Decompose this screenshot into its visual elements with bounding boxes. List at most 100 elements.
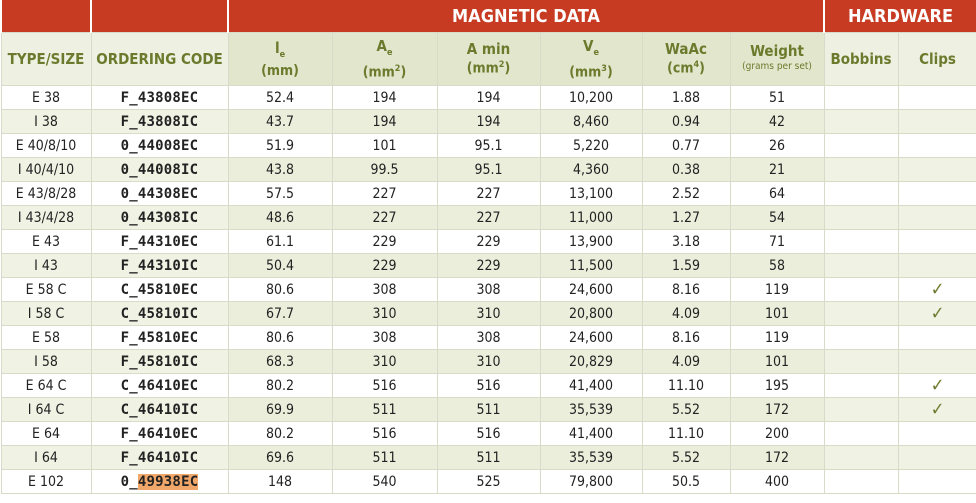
cell-ae: 227	[331, 205, 438, 230]
cell-weight: 172	[729, 397, 825, 422]
table-row: E 64 C C_46410EC 80.2 516 516 41,400 11.10 195 ✓	[0, 373, 976, 398]
cell-waac: 5.52	[641, 445, 731, 470]
table-row: I 58 F_45810IC 68.3 310 310 20,829 4.09 101	[0, 349, 976, 374]
cell-clips	[897, 85, 976, 110]
table-row: I 58 C C_45810IC 67.7 310 310 20,800 4.09 101 ✓	[0, 301, 976, 326]
check-icon: ✓	[930, 374, 945, 396]
cell-le: 43.8	[227, 157, 333, 182]
cell-ae: 511	[331, 445, 438, 470]
cell-type-size: I 40/4/10	[0, 157, 92, 182]
cell-amin: 95.1	[436, 133, 541, 158]
cell-weight: 42	[729, 109, 825, 134]
col-header-ae: Ae (mm2)	[331, 32, 438, 86]
cell-ordering-code: 0_44008EC	[90, 133, 229, 158]
ve-unit: (mm3)	[541, 61, 641, 81]
cell-amin: 516	[436, 421, 541, 446]
table-row: E 102 0_49938EC 148 540 525 79,800 50.5 400	[0, 469, 976, 494]
table-row: I 38 F_43808IC 43.7 194 194 8,460 0.94 42	[0, 109, 976, 134]
cell-weight: 200	[729, 421, 825, 446]
cell-weight: 119	[729, 277, 825, 302]
ordering-code-highlight: 49938EC	[137, 473, 199, 490]
cell-type-size: E 38	[0, 85, 92, 110]
col-header-ordering-code: ORDERING CODE	[90, 32, 229, 86]
cell-bobbins	[823, 85, 899, 110]
cell-amin: 310	[436, 349, 541, 374]
table-row: E 58 C C_45810EC 80.6 308 308 24,600 8.16 119 ✓	[0, 277, 976, 302]
cell-waac: 1.27	[641, 205, 731, 230]
cell-le: 68.3	[227, 349, 333, 374]
weight-label: Weight	[750, 42, 804, 60]
cell-ve: 41,400	[539, 373, 643, 398]
waac-unit-post: )	[699, 60, 705, 77]
cell-clips	[897, 109, 976, 134]
cell-ve: 35,539	[539, 397, 643, 422]
cell-clips	[897, 469, 976, 494]
cell-le: 69.9	[227, 397, 333, 422]
cell-waac: 11.10	[641, 373, 731, 398]
band-blank-type	[0, 0, 92, 33]
cell-ordering-code: F_44310IC	[90, 253, 229, 278]
cell-clips	[897, 445, 976, 470]
col-header-waac: WaAc (cm4)	[641, 32, 731, 86]
cell-bobbins	[823, 469, 899, 494]
cell-amin: 227	[436, 181, 541, 206]
cell-ve: 13,900	[539, 229, 643, 254]
cell-ae: 308	[331, 277, 438, 302]
cell-weight: 64	[729, 181, 825, 206]
cell-clips	[897, 349, 976, 374]
ae-unit-post: )	[400, 64, 407, 81]
cell-weight: 101	[729, 301, 825, 326]
cell-type-size: E 43	[0, 229, 92, 254]
cell-type-size: I 58	[0, 349, 92, 374]
cell-type-size: E 58	[0, 325, 92, 350]
cell-weight: 172	[729, 445, 825, 470]
cell-weight: 26	[729, 133, 825, 158]
cell-amin: 310	[436, 301, 541, 326]
table-row: E 38 F_43808EC 52.4 194 194 10,200 1.88 51	[0, 85, 976, 110]
cell-ve: 20,800	[539, 301, 643, 326]
cell-clips	[897, 325, 976, 350]
weight-unit: (grams per set)	[742, 61, 812, 72]
cell-waac: 3.18	[641, 229, 731, 254]
cell-ve: 5,220	[539, 133, 643, 158]
cell-waac: 8.16	[641, 277, 731, 302]
ordering-code-prefix: 0_	[120, 473, 138, 490]
cell-le: 80.6	[227, 325, 333, 350]
table-row: I 43 F_44310IC 50.4 229 229 11,500 1.59 58	[0, 253, 976, 278]
col-header-clips: Clips	[897, 32, 976, 86]
cell-clips	[897, 229, 976, 254]
cell-ve: 20,829	[539, 349, 643, 374]
cell-weight: 101	[729, 349, 825, 374]
cell-type-size: I 64 C	[0, 397, 92, 422]
cell-ve: 11,500	[539, 253, 643, 278]
cell-bobbins	[823, 277, 899, 302]
table-row: I 40/4/10 0_44008IC 43.8 99.5 95.1 4,360 0.38 2…	[0, 157, 976, 182]
cell-amin: 194	[436, 109, 541, 134]
cell-le: 52.4	[227, 85, 333, 110]
cell-waac: 2.52	[641, 181, 731, 206]
col-header-weight: Weight (grams per set)	[729, 32, 825, 86]
cell-ae: 516	[331, 421, 438, 446]
cell-ve: 41,400	[539, 421, 643, 446]
cell-waac: 50.5	[641, 469, 731, 494]
cell-le: 57.5	[227, 181, 333, 206]
cell-clips: ✓	[897, 397, 976, 422]
waac-unit-pre: (cm	[667, 60, 694, 77]
cell-ordering-code: 0_44008IC	[90, 157, 229, 182]
cell-bobbins	[823, 301, 899, 326]
cell-ae: 310	[331, 301, 438, 326]
cell-weight: 58	[729, 253, 825, 278]
ve-symbol: V	[583, 36, 594, 55]
cell-bobbins	[823, 109, 899, 134]
cell-ordering-code: F_45810IC	[90, 349, 229, 374]
cell-ordering-code: C_45810EC	[90, 277, 229, 302]
cell-amin: 308	[436, 277, 541, 302]
amin-unit-post: )	[504, 60, 511, 77]
cell-le: 61.1	[227, 229, 333, 254]
cell-ordering-code: F_46410IC	[90, 445, 229, 470]
ve-subscript: e	[593, 47, 599, 58]
cell-ordering-code: 0_44308IC	[90, 205, 229, 230]
ve-unit-pre: (mm	[569, 64, 602, 81]
cell-weight: 71	[729, 229, 825, 254]
